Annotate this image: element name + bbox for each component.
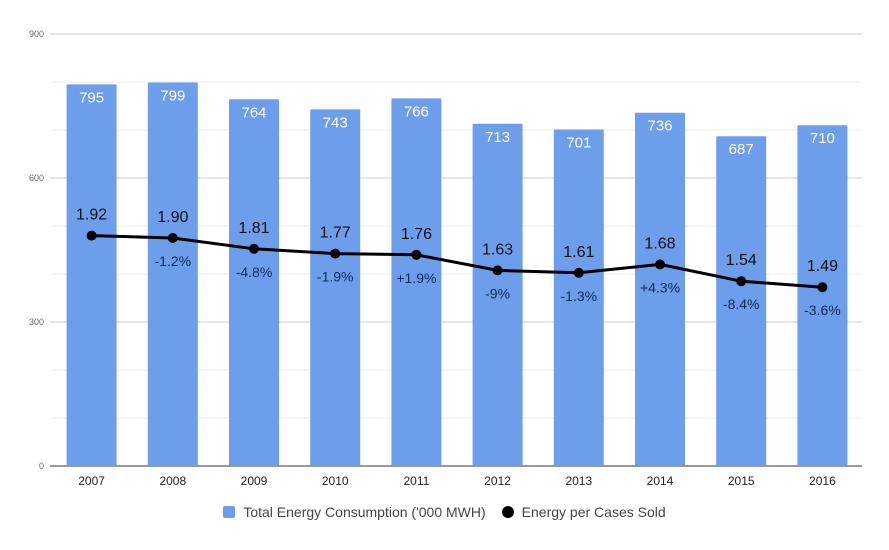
bar bbox=[797, 125, 848, 466]
bar-value-label: 743 bbox=[323, 114, 348, 131]
bar bbox=[391, 98, 442, 466]
line-value-label: 1.61 bbox=[563, 244, 594, 261]
line-point bbox=[817, 282, 828, 293]
bar bbox=[147, 82, 198, 466]
bar bbox=[229, 99, 279, 466]
bar bbox=[716, 136, 767, 467]
x-tick-label: 2007 bbox=[78, 474, 105, 488]
bar-value-label: 799 bbox=[160, 87, 185, 104]
change-label: -8.4% bbox=[723, 296, 760, 312]
bar-value-label: 766 bbox=[404, 103, 429, 120]
legend-label-energy-consumption: Total Energy Consumption ('000 MWH) bbox=[243, 504, 486, 520]
bar-value-label: 764 bbox=[241, 104, 266, 121]
x-tick-label: 2011 bbox=[403, 474, 429, 488]
bar-value-label: 736 bbox=[647, 118, 672, 135]
line-point bbox=[736, 276, 747, 287]
x-tick-label: 2010 bbox=[322, 474, 349, 488]
change-label: -4.8% bbox=[236, 264, 273, 280]
change-label: -1.3% bbox=[561, 288, 598, 304]
line-point bbox=[655, 259, 665, 270]
bar bbox=[553, 129, 604, 466]
line-value-label: 1.54 bbox=[726, 252, 757, 269]
change-label: -3.6% bbox=[804, 302, 841, 318]
legend: Total Energy Consumption ('000 MWH) Ener… bbox=[0, 504, 889, 520]
change-label: +1.9% bbox=[396, 270, 436, 286]
line-point bbox=[573, 267, 584, 278]
line-point bbox=[86, 230, 97, 241]
y-tick-label: 900 bbox=[29, 29, 44, 39]
bar bbox=[66, 84, 117, 467]
legend-item-energy-consumption[interactable]: Total Energy Consumption ('000 MWH) bbox=[223, 504, 486, 520]
line-value-label: 1.68 bbox=[644, 235, 675, 252]
x-tick-label: 2015 bbox=[728, 474, 755, 488]
change-label: -1.2% bbox=[155, 253, 192, 269]
line-value-label: 1.63 bbox=[482, 241, 513, 258]
bar-value-label: 701 bbox=[566, 135, 591, 152]
line-value-label: 1.49 bbox=[807, 258, 838, 275]
line-value-label: 1.77 bbox=[320, 225, 351, 242]
line-point bbox=[411, 249, 422, 260]
line-value-label: 1.81 bbox=[238, 220, 269, 237]
bar-value-label: 687 bbox=[729, 141, 754, 158]
x-tick-label: 2016 bbox=[809, 474, 836, 488]
line-point bbox=[330, 248, 341, 259]
line-value-label: 1.92 bbox=[76, 207, 107, 224]
x-tick-label: 2014 bbox=[647, 474, 674, 488]
line-point bbox=[249, 243, 259, 254]
line-value-label: 1.76 bbox=[401, 226, 432, 243]
change-label: +4.3% bbox=[640, 279, 680, 295]
line-point bbox=[167, 233, 178, 243]
x-tick-label: 2012 bbox=[484, 474, 511, 488]
y-tick-label: 600 bbox=[29, 173, 44, 183]
bar bbox=[635, 112, 685, 466]
bar bbox=[472, 123, 523, 466]
legend-label-energy-per-case: Energy per Cases Sold bbox=[521, 504, 666, 520]
y-tick-label: 300 bbox=[29, 317, 44, 327]
legend-item-energy-per-case[interactable]: Energy per Cases Sold bbox=[501, 504, 666, 520]
change-label: -1.9% bbox=[317, 269, 354, 285]
x-tick-label: 2009 bbox=[241, 474, 268, 488]
legend-swatch-bar bbox=[223, 506, 236, 518]
line-value-label: 1.90 bbox=[157, 209, 188, 226]
x-tick-label: 2008 bbox=[159, 474, 186, 488]
chart-svg: 0 300 600 900 795 799 764 743 766 713 701 736 687 710… bbox=[29, 29, 862, 488]
line-point bbox=[492, 265, 503, 276]
line-series bbox=[91, 234, 823, 289]
bar-value-label: 710 bbox=[810, 130, 835, 147]
bar-value-label: 795 bbox=[79, 89, 104, 106]
bar-value-label: 713 bbox=[485, 129, 510, 146]
bar bbox=[310, 109, 361, 467]
x-tick-label: 2013 bbox=[565, 474, 592, 488]
legend-swatch-line bbox=[501, 506, 514, 518]
y-tick-label: 0 bbox=[39, 461, 44, 471]
change-label: -9% bbox=[485, 285, 510, 301]
